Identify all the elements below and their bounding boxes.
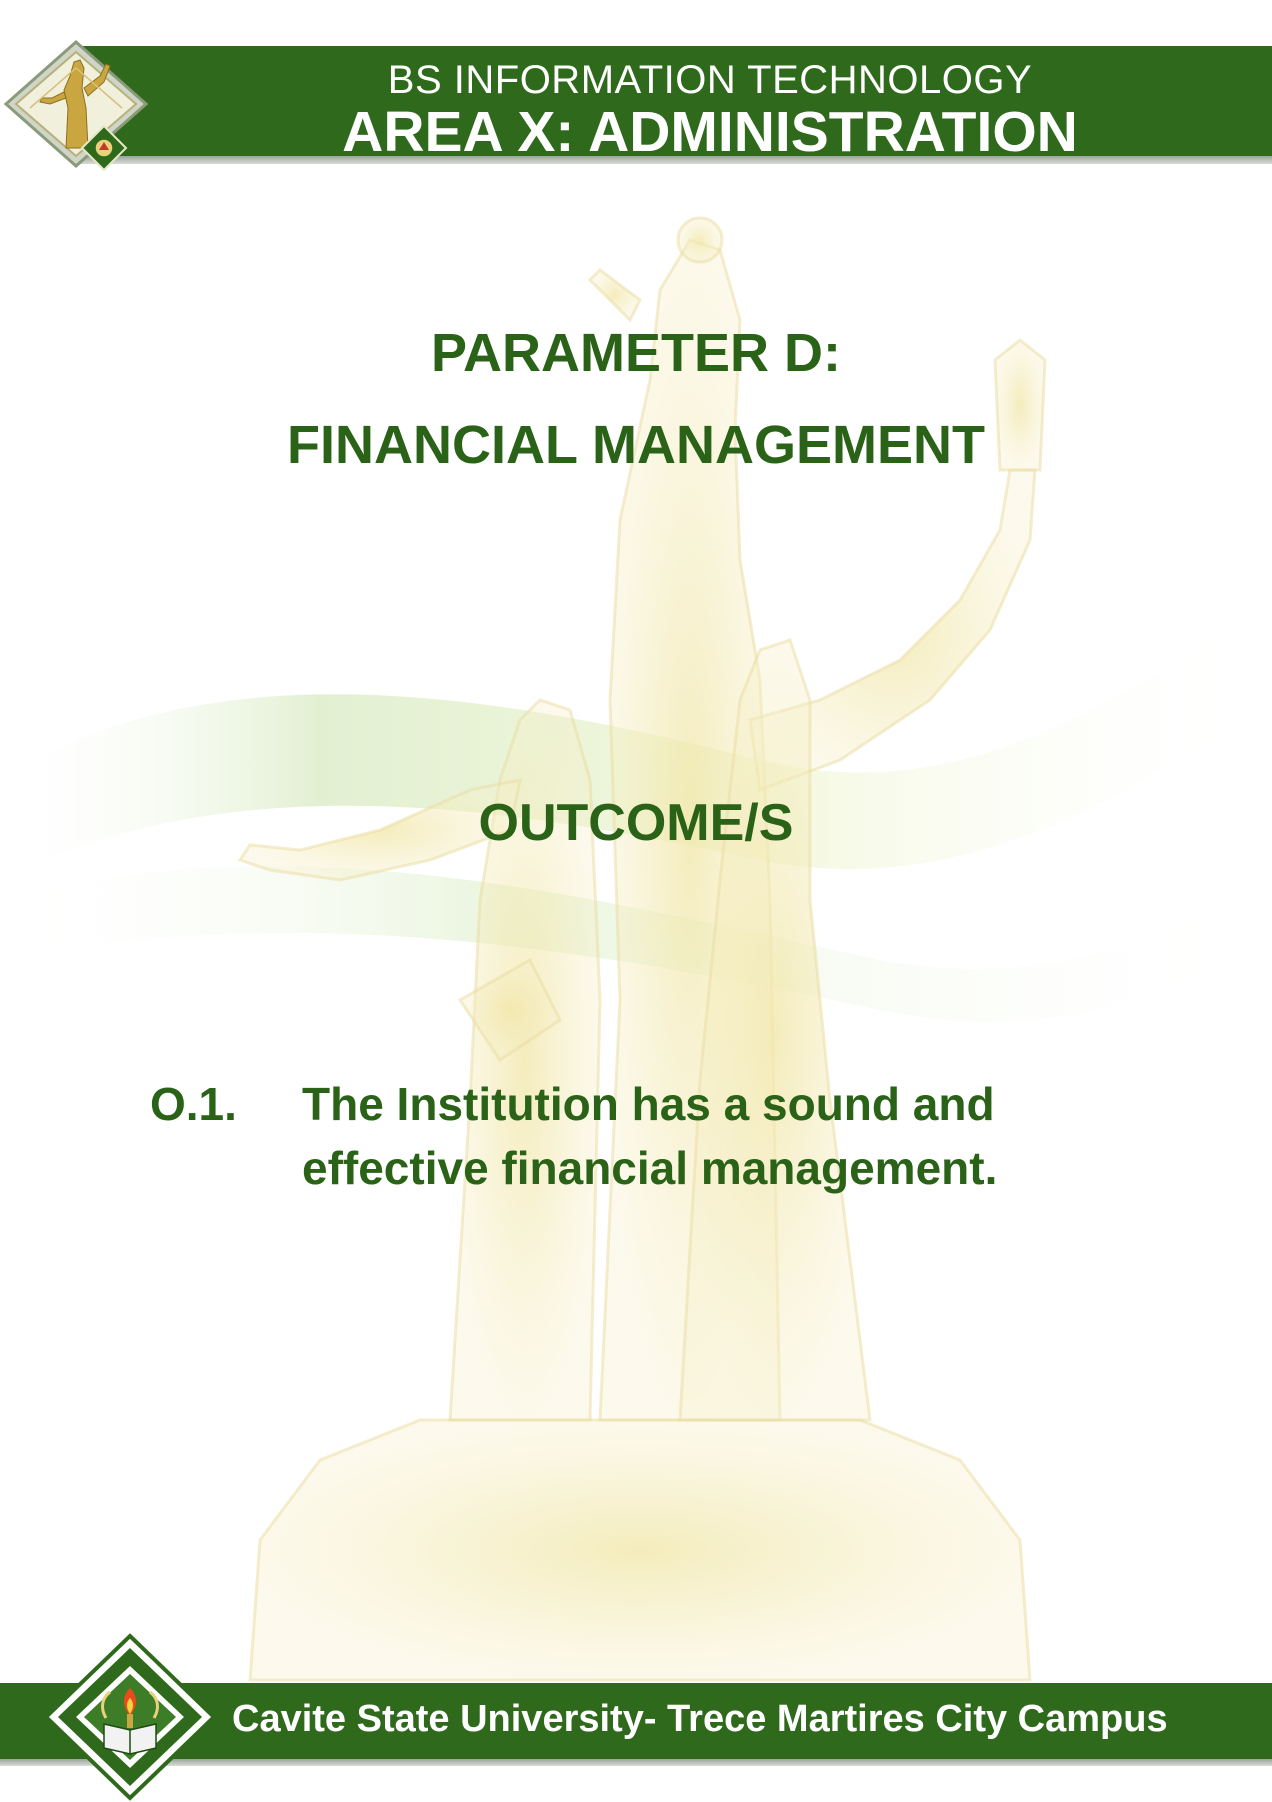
footer-banner-shadow <box>0 1759 1272 1766</box>
footer-campus-name: Cavite State University- Trece Martires … <box>232 1698 1168 1740</box>
outcome-item-text: The Institution has a sound and effectiv… <box>302 1078 998 1194</box>
area-title: AREA X: ADMINISTRATION <box>342 100 1078 164</box>
header-banner-shadow <box>78 156 1272 164</box>
outcomes-heading: OUTCOME/S <box>478 794 794 852</box>
program-title: BS INFORMATION TECHNOLOGY <box>387 58 1033 102</box>
outcome-item-number: O.1. <box>150 1078 237 1130</box>
header-banner <box>78 46 1272 156</box>
university-seal-logo <box>43 1633 217 1801</box>
parameter-subtitle: FINANCIAL MANAGEMENT <box>287 415 985 475</box>
monument-emblem-logo <box>3 39 149 172</box>
parameter-title: PARAMETER D: <box>431 323 841 383</box>
